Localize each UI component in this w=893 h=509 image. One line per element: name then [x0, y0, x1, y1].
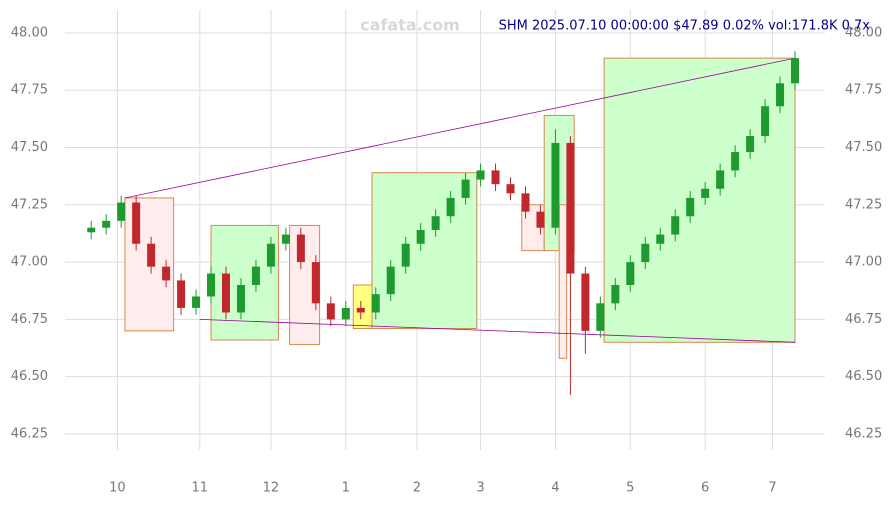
- candle-body: [626, 262, 635, 285]
- candle-body: [536, 211, 545, 228]
- candle-body: [102, 220, 111, 228]
- candle-body: [461, 179, 470, 198]
- zone: [558, 204, 568, 359]
- candle-body: [147, 243, 156, 267]
- candle-body: [236, 285, 245, 313]
- candle-body: [476, 170, 485, 180]
- y-tick-label: 47.75: [11, 83, 48, 98]
- trend-line: [199, 318, 796, 343]
- candle-body: [356, 307, 365, 313]
- y-tick-label-right: 48.00: [845, 25, 882, 40]
- zone: [603, 57, 796, 343]
- candle-body: [192, 296, 201, 308]
- labels: 46.25 46.25 46.50 46.50 46.75 46.75 47.00 47.00…: [11, 25, 882, 495]
- x-tick-label: 10: [109, 481, 126, 496]
- x-tick-label: 4: [551, 481, 559, 496]
- candle-body: [251, 266, 260, 285]
- candle-body: [761, 106, 770, 137]
- candle-body: [701, 188, 710, 198]
- candle-body: [326, 303, 335, 320]
- candle-body: [506, 184, 515, 194]
- x-tick-label: 1: [342, 481, 350, 496]
- candle-body: [566, 142, 575, 274]
- y-tick-label-right: 47.00: [845, 255, 882, 270]
- candle-body: [686, 197, 695, 217]
- candle-body: [401, 243, 410, 267]
- candle-body: [521, 193, 530, 212]
- candle-body: [716, 170, 725, 189]
- candle-body: [266, 243, 275, 267]
- x-tick-label: 11: [192, 481, 209, 496]
- x-tick-label: 6: [701, 481, 709, 496]
- candle-body: [341, 307, 350, 320]
- candle-body: [177, 280, 186, 308]
- y-tick-label-right: 46.25: [845, 426, 882, 441]
- candle-body: [746, 136, 755, 153]
- candle-body: [671, 216, 680, 235]
- y-tick-label: 48.00: [11, 25, 48, 40]
- candle-body: [87, 227, 96, 233]
- zone: [352, 284, 373, 330]
- candle-body: [656, 234, 665, 244]
- candle-body: [281, 234, 290, 244]
- candle-body: [776, 83, 785, 107]
- y-tick-label: 46.75: [11, 312, 48, 327]
- candle-body: [296, 234, 305, 263]
- y-tick-label-right: 47.25: [845, 197, 882, 212]
- candle-body: [491, 170, 500, 185]
- candle-body: [611, 285, 620, 304]
- y-tick-label-right: 46.75: [845, 312, 882, 327]
- candle-body: [207, 273, 216, 297]
- candle-body: [551, 142, 560, 228]
- candle-body: [446, 197, 455, 217]
- x-tick-label: 12: [263, 481, 280, 496]
- y-tick-label: 47.50: [11, 140, 48, 155]
- candle-body: [581, 273, 590, 331]
- candle-body: [117, 202, 126, 221]
- chart-title: SHM 2025.07.10 00:00:00 $47.89 0.02% vol…: [499, 19, 871, 34]
- x-tick-label: 3: [476, 481, 484, 496]
- candle-body: [311, 262, 320, 304]
- candle-body: [731, 152, 740, 171]
- candle-body: [596, 303, 605, 331]
- y-tick-label: 47.00: [11, 255, 48, 270]
- y-tick-label: 46.50: [11, 369, 48, 384]
- y-tick-label: 46.25: [11, 426, 48, 441]
- zone: [371, 172, 478, 330]
- y-tick-label-right: 47.75: [845, 83, 882, 98]
- x-tick-label: 7: [768, 481, 776, 496]
- y-tick-label-right: 46.50: [845, 369, 882, 384]
- y-tick-label-right: 47.50: [845, 140, 882, 155]
- trend-line: [124, 57, 796, 199]
- candle-body: [132, 202, 141, 244]
- zone: [210, 224, 279, 341]
- candle-body: [431, 216, 440, 230]
- x-tick-label: 2: [413, 481, 421, 496]
- candle-body: [371, 294, 380, 313]
- candle-body: [416, 230, 425, 244]
- x-tick-label: 5: [626, 481, 634, 496]
- y-tick-label: 47.25: [11, 197, 48, 212]
- candles: [87, 51, 800, 395]
- candle-body: [222, 273, 230, 313]
- watermark: cafata.com: [360, 16, 460, 35]
- candle-body: [641, 243, 650, 263]
- candle-body: [386, 266, 395, 295]
- candle-body: [791, 58, 800, 84]
- candle-body: [162, 266, 171, 281]
